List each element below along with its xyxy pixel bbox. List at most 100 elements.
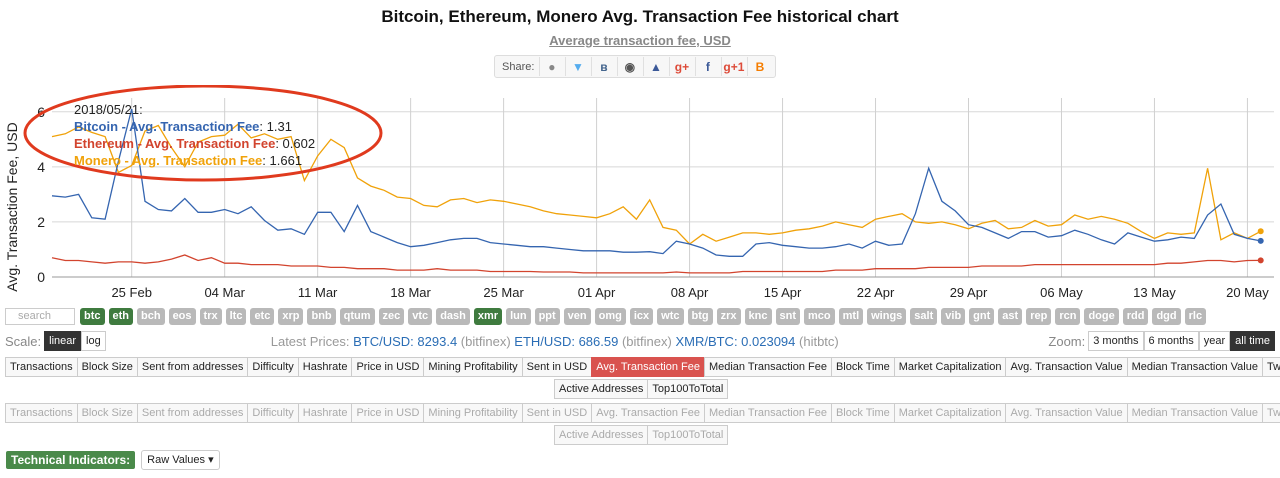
coin-chip-btc[interactable]: btc: [80, 308, 105, 325]
tab-item[interactable]: Market Capitalization: [893, 357, 1006, 377]
line-chart: 25 Feb 04 Mar 11 Mar 18 Mar 25 Mar 01 Apr 08 A…: [4, 85, 1274, 300]
coin-chip-eos[interactable]: eos: [168, 308, 196, 325]
tab-item[interactable]: Tweets: [1261, 357, 1280, 377]
reddit-icon[interactable]: ●: [539, 57, 563, 76]
coin-chip-vib[interactable]: vib: [941, 308, 966, 325]
coin-chip-trx[interactable]: trx: [199, 308, 222, 325]
zoom-button[interactable]: year: [1198, 331, 1231, 351]
tab-item[interactable]: Price in USD: [351, 403, 424, 423]
coin-chip-vtc[interactable]: vtc: [408, 308, 433, 325]
scale-linear-button[interactable]: linear: [44, 331, 82, 351]
blogger-icon[interactable]: B: [747, 57, 771, 76]
weibo-icon[interactable]: ◉: [617, 57, 641, 76]
x-tick-label: 18 Mar: [390, 285, 431, 300]
tab-item[interactable]: Hashrate: [297, 403, 352, 423]
vk-icon[interactable]: ʙ: [591, 57, 615, 76]
coin-chip-rlc[interactable]: rlc: [1184, 308, 1207, 325]
coin-chip-zrx[interactable]: zrx: [716, 308, 741, 325]
tab-item[interactable]: Market Capitalization: [893, 403, 1006, 423]
coin-chip-rcn[interactable]: rcn: [1055, 308, 1081, 325]
coin-chip-salt[interactable]: salt: [910, 308, 938, 325]
coin-chip-rdd[interactable]: rdd: [1122, 308, 1149, 325]
tooltip-row: Monero - Avg. Transaction Fee: 1.661: [74, 153, 302, 168]
tab-item[interactable]: Block Time: [830, 357, 894, 377]
coin-chip-xrp[interactable]: xrp: [278, 308, 304, 325]
tab-item[interactable]: Avg. Transaction Fee: [591, 357, 704, 377]
tab-item[interactable]: Avg. Transaction Value: [1005, 357, 1127, 377]
tab-item[interactable]: Hashrate: [297, 357, 352, 377]
tab-item[interactable]: Top100ToTotal: [647, 379, 729, 399]
coin-chip-omg[interactable]: omg: [594, 308, 626, 325]
coin-chip-zec[interactable]: zec: [378, 308, 405, 325]
coin-chip-wtc[interactable]: wtc: [657, 308, 684, 325]
coin-chip-xmr[interactable]: xmr: [473, 308, 503, 325]
tab-item[interactable]: Top100ToTotal: [647, 425, 729, 445]
raw-values-select[interactable]: Raw Values ▾: [141, 450, 220, 470]
tab-item[interactable]: Transactions: [5, 357, 77, 377]
tab-item[interactable]: Active Addresses: [554, 425, 648, 445]
coin-chip-bch[interactable]: bch: [137, 308, 165, 325]
coin-chip-snt[interactable]: snt: [775, 308, 800, 325]
coin-chip-qtum[interactable]: qtum: [339, 308, 375, 325]
coin-chip-wings[interactable]: wings: [867, 308, 907, 325]
coin-chip-mtl[interactable]: mtl: [838, 308, 864, 325]
series-endpoint: [1257, 228, 1264, 235]
tab-item[interactable]: Transactions: [5, 403, 77, 423]
tab-item[interactable]: Sent from addresses: [136, 403, 248, 423]
tab-item[interactable]: Mining Profitability: [423, 403, 522, 423]
coin-chip-ltc[interactable]: ltc: [225, 308, 247, 325]
series-endpoint: [1257, 237, 1264, 244]
coin-chip-btg[interactable]: btg: [687, 308, 713, 325]
coin-chip-ppt[interactable]: ppt: [534, 308, 560, 325]
coin-chip-gnt[interactable]: gnt: [969, 308, 995, 325]
coin-chip-eth[interactable]: eth: [108, 308, 133, 325]
tab-item[interactable]: Block Size: [76, 403, 137, 423]
coin-chip-bnb[interactable]: bnb: [307, 308, 336, 325]
tab-item[interactable]: Mining Profitability: [423, 357, 522, 377]
tab-item[interactable]: Sent from addresses: [136, 357, 248, 377]
y-axis-label: Avg. Transaction Fee, USD: [4, 122, 20, 291]
coin-chip-dgd[interactable]: dgd: [1152, 308, 1181, 325]
coin-chip-lun[interactable]: lun: [506, 308, 531, 325]
tab-item[interactable]: Active Addresses: [554, 379, 648, 399]
coin-chip-doge[interactable]: doge: [1084, 308, 1119, 325]
twitter-icon[interactable]: ▼: [565, 57, 589, 76]
gplus-one-icon[interactable]: g+1: [721, 57, 745, 76]
like-icon[interactable]: ▲: [643, 57, 667, 76]
caret-down-icon: ▾: [208, 454, 214, 466]
gplus-icon[interactable]: g+: [669, 57, 693, 76]
tab-item[interactable]: Block Time: [830, 403, 894, 423]
coin-chip-knc[interactable]: knc: [744, 308, 772, 325]
tab-item[interactable]: Difficulty: [247, 403, 298, 423]
price-source: (hitbtc): [799, 333, 839, 349]
tab-item[interactable]: Difficulty: [247, 357, 298, 377]
chart-subtitle[interactable]: Average transaction fee, USD: [549, 33, 731, 48]
tab-item[interactable]: Tweets: [1261, 403, 1280, 423]
coin-chip-ven[interactable]: ven: [563, 308, 591, 325]
tab-item[interactable]: Median Transaction Value: [1126, 357, 1262, 377]
coin-chip-ast[interactable]: ast: [998, 308, 1023, 325]
facebook-icon[interactable]: f: [695, 57, 719, 76]
x-tick-label: 29 Apr: [950, 285, 988, 300]
coin-chip-dash[interactable]: dash: [436, 308, 470, 325]
latest-prices-label: Latest Prices:: [270, 333, 350, 349]
tab-item[interactable]: Avg. Transaction Value: [1005, 403, 1127, 423]
coin-chip-etc[interactable]: etc: [250, 308, 275, 325]
tab-item[interactable]: Median Transaction Fee: [703, 403, 831, 423]
tab-item[interactable]: Sent in USD: [521, 357, 592, 377]
tab-item[interactable]: Median Transaction Value: [1126, 403, 1262, 423]
coin-chip-icx[interactable]: icx: [629, 308, 654, 325]
tab-item[interactable]: Median Transaction Fee: [703, 357, 831, 377]
coin-chip-mco[interactable]: mco: [804, 308, 835, 325]
search-input[interactable]: search: [5, 308, 75, 325]
zoom-button[interactable]: 6 months: [1143, 331, 1199, 351]
zoom-button[interactable]: 3 months: [1088, 331, 1144, 351]
technical-indicators-bar: Technical Indicators: Raw Values ▾: [6, 450, 220, 470]
tab-item[interactable]: Sent in USD: [521, 403, 592, 423]
coin-chip-rep[interactable]: rep: [1026, 308, 1052, 325]
tab-item[interactable]: Block Size: [76, 357, 137, 377]
scale-log-button[interactable]: log: [81, 331, 106, 351]
tab-item[interactable]: Price in USD: [351, 357, 424, 377]
zoom-button[interactable]: all time: [1230, 331, 1275, 351]
tab-item[interactable]: Avg. Transaction Fee: [591, 403, 704, 423]
